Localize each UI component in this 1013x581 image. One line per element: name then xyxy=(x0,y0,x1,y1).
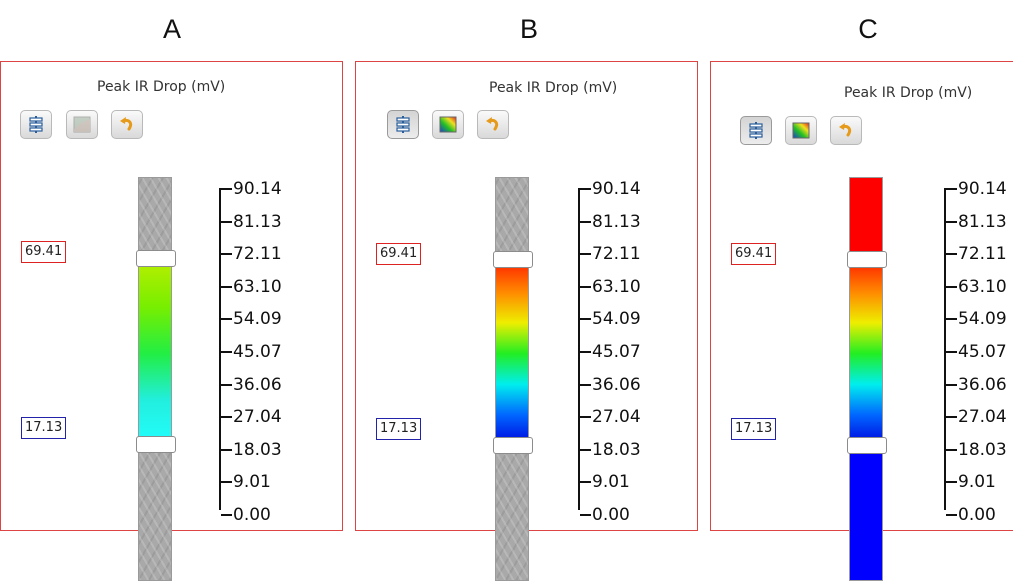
panel-title: Peak IR Drop (mV) xyxy=(844,85,973,101)
adjust-sliders-icon xyxy=(29,116,43,133)
tick-label: 0.00 xyxy=(946,505,996,525)
tick-label: 18.03 xyxy=(221,439,282,460)
tick-label: 63.10 xyxy=(580,276,641,297)
panel-title: Peak IR Drop (mV) xyxy=(489,80,618,96)
tick-label: 90.14 xyxy=(580,179,641,199)
above-range-segment xyxy=(139,178,171,261)
reset-icon xyxy=(839,123,852,137)
active-range-gradient xyxy=(139,261,171,446)
color-map-button[interactable] xyxy=(66,110,98,139)
tick-label: 9.01 xyxy=(221,472,271,493)
adjust-sliders-button[interactable] xyxy=(740,116,772,145)
tick-label: 45.07 xyxy=(221,342,282,362)
below-range-segment xyxy=(850,446,882,580)
panel-letter-a: A xyxy=(162,14,181,44)
adjust-sliders-button[interactable] xyxy=(387,110,419,139)
color-scale-bar xyxy=(495,177,529,581)
tick-label: 72.11 xyxy=(221,244,282,265)
upper-range-handle[interactable] xyxy=(136,250,176,267)
tick-label: 81.13 xyxy=(221,211,282,232)
lower-threshold-value[interactable]: 17.13 xyxy=(731,418,777,440)
tick-label: 90.14 xyxy=(221,179,282,199)
tick-label: 63.10 xyxy=(221,276,282,297)
color-scale-bar xyxy=(849,177,883,581)
active-range-gradient xyxy=(850,261,882,446)
color-map-icon xyxy=(439,116,457,133)
reset-icon xyxy=(120,117,133,131)
adjust-sliders-icon xyxy=(749,122,763,139)
tick-label: 90.14 xyxy=(946,179,1007,199)
tick-label: 27.04 xyxy=(580,407,641,428)
tick-label: 72.11 xyxy=(946,244,1007,265)
lower-range-handle[interactable] xyxy=(847,437,887,454)
tick-label: 63.10 xyxy=(946,276,1007,297)
upper-range-handle[interactable] xyxy=(847,251,887,268)
color-scale-bar xyxy=(138,177,172,581)
adjust-sliders-icon xyxy=(396,116,410,133)
panel-letter-c: C xyxy=(858,14,878,44)
adjust-sliders-button[interactable] xyxy=(20,110,52,139)
panel-title: Peak IR Drop (mV) xyxy=(97,79,226,95)
lower-range-handle[interactable] xyxy=(493,437,533,454)
scale-axis-line xyxy=(944,188,946,510)
tick-label: 0.00 xyxy=(221,505,271,525)
tick-label: 18.03 xyxy=(580,439,641,460)
tick-label: 36.06 xyxy=(580,374,641,395)
above-range-segment xyxy=(850,178,882,261)
active-range-gradient xyxy=(496,261,528,446)
color-map-icon xyxy=(73,116,91,133)
color-map-button[interactable] xyxy=(432,110,464,139)
upper-range-handle[interactable] xyxy=(493,251,533,268)
tick-label: 54.09 xyxy=(580,309,641,330)
reset-button[interactable] xyxy=(477,110,509,139)
scale-axis-line xyxy=(219,188,221,510)
lower-threshold-value[interactable]: 17.13 xyxy=(21,417,67,439)
ir-drop-panel-c: Peak IR Drop (mV) 69.41 17.13 xyxy=(710,61,1013,581)
tick-label: 36.06 xyxy=(946,374,1007,395)
tick-label: 36.06 xyxy=(221,374,282,395)
tick-label: 54.09 xyxy=(946,309,1007,330)
tick-label: 54.09 xyxy=(221,309,282,330)
ir-drop-panel-a: Peak IR Drop (mV) 69.41 17.13 90.14 81.13… xyxy=(0,61,343,581)
lower-range-handle[interactable] xyxy=(136,436,176,453)
below-range-segment xyxy=(496,446,528,580)
tick-label: 9.01 xyxy=(580,472,630,493)
tick-label: 72.11 xyxy=(580,244,641,265)
color-map-button[interactable] xyxy=(785,116,817,145)
scale-axis-line xyxy=(578,188,580,510)
tick-label: 45.07 xyxy=(946,342,1007,362)
color-map-icon xyxy=(792,122,810,139)
tick-label: 27.04 xyxy=(221,407,282,428)
below-range-segment xyxy=(139,446,171,580)
upper-threshold-value[interactable]: 69.41 xyxy=(21,241,67,263)
tick-label: 9.01 xyxy=(946,472,996,493)
lower-threshold-value[interactable]: 17.13 xyxy=(376,418,422,440)
ir-drop-panel-b: Peak IR Drop (mV) 69.41 17.13 xyxy=(355,61,698,581)
tick-label: 27.04 xyxy=(946,407,1007,428)
tick-label: 81.13 xyxy=(946,211,1007,232)
tick-label: 45.07 xyxy=(580,342,641,362)
upper-threshold-value[interactable]: 69.41 xyxy=(731,243,777,265)
upper-threshold-value[interactable]: 69.41 xyxy=(376,243,422,265)
reset-button[interactable] xyxy=(830,116,862,145)
above-range-segment xyxy=(496,178,528,261)
reset-button[interactable] xyxy=(111,110,143,139)
tick-label: 0.00 xyxy=(580,505,630,525)
tick-label: 81.13 xyxy=(580,211,641,232)
tick-label: 18.03 xyxy=(946,439,1007,460)
reset-icon xyxy=(486,117,499,131)
panel-letter-b: B xyxy=(519,14,538,44)
